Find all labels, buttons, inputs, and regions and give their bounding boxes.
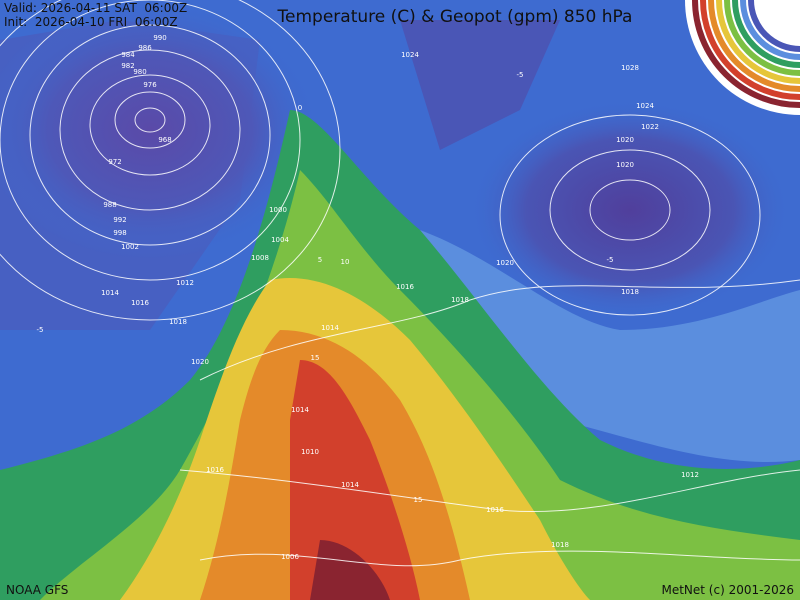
isotherm-label: 15 [414, 496, 423, 504]
isobar-label: 980 [133, 68, 146, 76]
isobar-label: 1016 [206, 466, 224, 474]
model-source: NOAA GFS [6, 583, 68, 597]
isobar-label: 976 [143, 81, 157, 89]
isobar-label: 1024 [636, 102, 654, 110]
low-pressure-west [0, 0, 320, 260]
scale-center [760, 0, 800, 40]
isobar-label: 992 [113, 216, 126, 224]
isobar [114, 91, 186, 149]
isobar-label: 1014 [341, 481, 359, 489]
isobar [134, 107, 166, 133]
isobar-label: 990 [153, 34, 166, 42]
isobar [59, 49, 241, 211]
isobar [199, 279, 800, 381]
isobar [179, 469, 800, 513]
isobar-label: 1020 [616, 136, 634, 144]
isotherm-label: 0 [298, 104, 302, 112]
isobar-label: 1002 [121, 243, 139, 251]
isotherm-label: 5 [318, 256, 322, 264]
isobar-label: 1018 [451, 296, 469, 304]
isobar-label: 1028 [621, 64, 639, 72]
isobar [199, 550, 800, 567]
isotherm-label: 10 [341, 258, 350, 266]
cool-region [420, 230, 800, 462]
isobar-label: 1018 [169, 318, 187, 326]
isobar [29, 24, 271, 246]
isobar-label: 1000 [269, 206, 287, 214]
low-pressure-east [470, 100, 790, 320]
isobar-label: 1018 [551, 541, 569, 549]
map-title: Temperature (C) & Geopot (gpm) 850 hPa [277, 7, 633, 27]
isotherm-label: 15 [311, 354, 320, 362]
isobar-label: 972 [108, 158, 121, 166]
cold-north [400, 20, 560, 150]
isobar-label: 982 [121, 62, 134, 70]
isobar-label: 998 [113, 229, 126, 237]
isobar-label: 1006 [281, 553, 299, 561]
isobar-label: 1010 [301, 448, 319, 456]
credit: MetNet (c) 2001-2026 [661, 583, 794, 597]
isotherm-label: -5 [517, 71, 524, 79]
isobar [499, 114, 761, 316]
hottest-region [290, 360, 420, 600]
contour-labels: 9909869849829809769689729889929981002101… [37, 34, 699, 561]
isobar-label: 1004 [271, 236, 289, 244]
extreme-region [310, 540, 390, 600]
isotherm-label: -5 [37, 326, 44, 334]
valid-time: Valid: 2026-04-11 SAT 06:00Z [4, 1, 187, 15]
isobar-label: 1008 [251, 254, 269, 262]
isobar-label: 1014 [321, 324, 339, 332]
isobar-label: 1022 [641, 123, 659, 131]
isobar-label: 1012 [681, 471, 699, 479]
isotherm-label: -5 [607, 256, 614, 264]
init-time: Init: 2026-04-10 FRI 06:00Z [4, 15, 178, 29]
isobar-label: 968 [158, 136, 171, 144]
isobar-label: 1016 [486, 506, 504, 514]
isobar [0, 0, 341, 321]
isobar-label: 1020 [191, 358, 209, 366]
isobar [549, 149, 711, 271]
isobar [589, 179, 671, 241]
isobar-label: 1024 [401, 51, 419, 59]
isobar-label: 986 [138, 44, 152, 52]
isobar-label: 984 [121, 51, 135, 59]
isobar-label: 1016 [396, 283, 414, 291]
isobar [0, 0, 301, 281]
isobar-label: 988 [103, 201, 116, 209]
isobar-label: 1020 [496, 259, 514, 267]
isobar-label: 1014 [291, 406, 309, 414]
isobar-label: 1014 [101, 289, 119, 297]
isobar [89, 74, 211, 176]
isobar-label: 1018 [621, 288, 639, 296]
isobar-label: 1016 [131, 299, 149, 307]
color-scale [685, 0, 800, 115]
isobar-label: 1020 [616, 161, 634, 169]
isobars [0, 0, 800, 567]
isobar-label: 1012 [176, 279, 194, 287]
